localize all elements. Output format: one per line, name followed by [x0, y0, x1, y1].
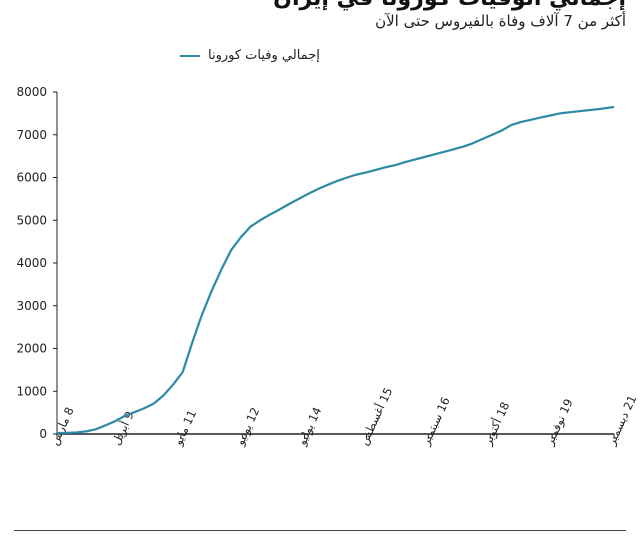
y-tick-label: 0 [39, 427, 47, 441]
x-tick-label: 8 مارس [47, 405, 78, 448]
x-tick-label: 19 نوفمبر [542, 397, 577, 449]
y-tick-label: 1000 [16, 384, 47, 398]
y-tick-label: 8000 [16, 85, 47, 99]
legend: إجمالي وفيات كورونا [180, 48, 320, 63]
footer-rule [14, 530, 626, 531]
x-tick-label: 15 أغسطس [356, 385, 397, 448]
page-title: إجمالي الوفيات كورونا في إيران [273, 0, 626, 11]
y-tick-label: 6000 [16, 171, 47, 185]
series-line [56, 105, 615, 435]
y-tick-label: 2000 [16, 342, 47, 356]
x-tick-label: 16 سبتمبر [418, 395, 454, 449]
x-tick-label: 11 مايو [170, 408, 200, 449]
y-tick-label: 3000 [16, 299, 47, 313]
x-tick-label: 18 أكتوبر [479, 399, 513, 448]
x-tick-label: 9 أبريل [108, 409, 138, 448]
y-tick-label: 5000 [16, 213, 47, 227]
y-tick-label: 7000 [16, 128, 47, 142]
x-tick-label: 21 ديسمبر [604, 393, 640, 449]
legend-label: إجمالي وفيات كورونا [208, 48, 320, 63]
page-subtitle: أكثر من 7 آلاف وفاة بالفيروس حتى الآن [375, 12, 626, 30]
x-tick-label: 12 يونيو [232, 405, 263, 449]
legend-swatch [180, 54, 200, 57]
y-tick-label: 4000 [16, 256, 47, 270]
x-tick-label: 14 يوليو [294, 405, 325, 449]
